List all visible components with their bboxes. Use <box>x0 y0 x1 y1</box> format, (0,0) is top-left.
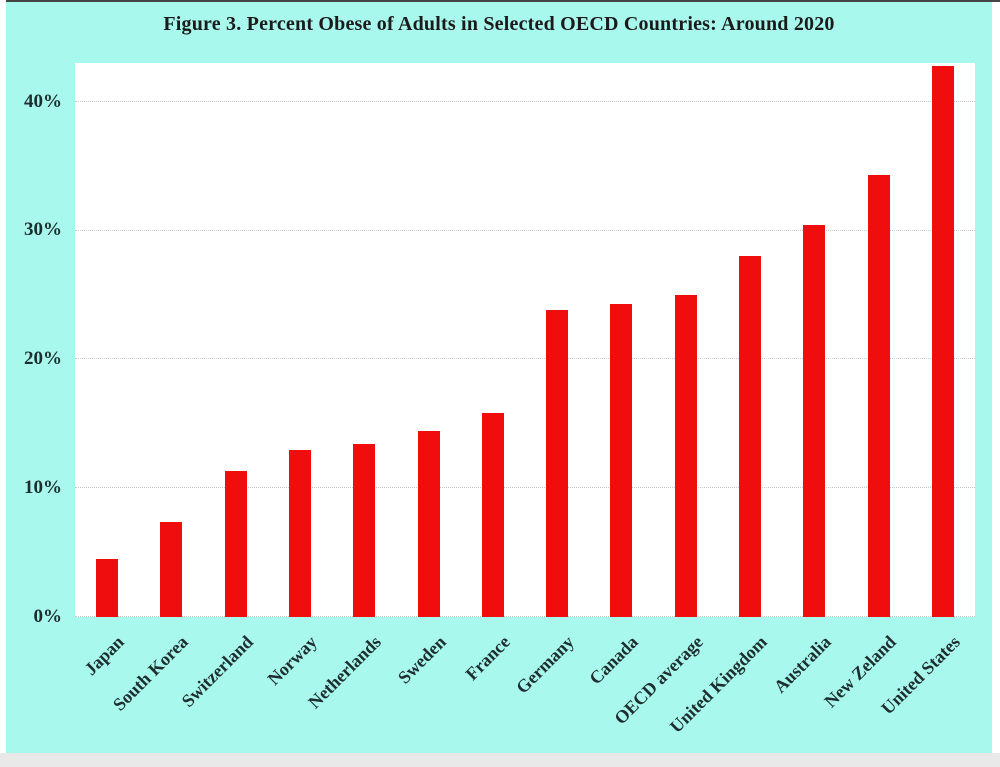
y-tick-label-10: 10% <box>24 477 62 499</box>
bar-oecd-average <box>674 294 697 617</box>
bar-france <box>481 413 504 617</box>
y-tick-label-40: 40% <box>24 90 62 112</box>
bar-new-zeland <box>867 175 890 617</box>
bar-netherlands <box>353 444 376 617</box>
plot-area <box>75 63 975 617</box>
y-tick-label-30: 30% <box>24 219 62 241</box>
bar-norway <box>289 449 311 617</box>
bar-australia <box>803 225 826 617</box>
gridline-20 <box>75 358 975 360</box>
y-tick-label-0: 0% <box>33 606 63 627</box>
bar-united-states <box>931 65 954 617</box>
bar-south-korea <box>160 521 183 617</box>
chart-figure: Figure 3. Percent Obese of Adults in Sel… <box>6 2 992 753</box>
page-bottom-strip <box>0 753 1000 767</box>
chart-top-border <box>6 0 1000 2</box>
bar-japan <box>96 559 119 617</box>
gridline-40 <box>75 100 975 102</box>
bar-united-kingdom <box>739 256 761 617</box>
gridline-0 <box>75 616 975 617</box>
bar-germany <box>546 310 569 617</box>
bar-canada <box>610 303 633 617</box>
gridline-30 <box>75 229 975 231</box>
chart-title: Figure 3. Percent Obese of Adults in Sel… <box>163 13 835 35</box>
bar-sweden <box>417 431 440 617</box>
gridline-10 <box>75 487 975 489</box>
y-tick-label-20: 20% <box>24 348 62 370</box>
bar-switzerland <box>224 471 247 617</box>
